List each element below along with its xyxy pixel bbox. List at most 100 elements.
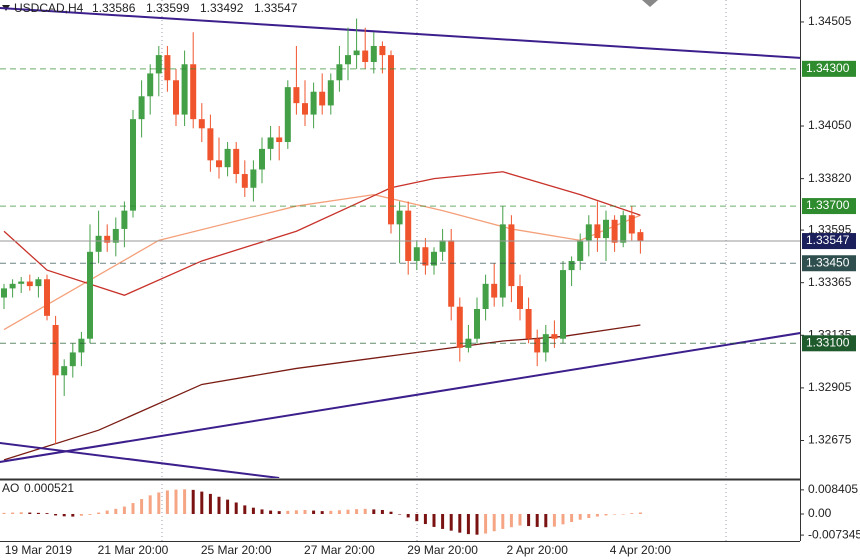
y-tick-label: 1.32675: [808, 433, 852, 447]
indicator-line: [0, 7, 800, 59]
x-tick-label: 21 Mar 20:00: [98, 543, 169, 557]
indicator-line: [0, 442, 280, 478]
candle-body: [267, 137, 274, 149]
ao-bar: [105, 510, 109, 515]
ao-bar: [372, 509, 376, 515]
ao-bar: [251, 507, 255, 515]
symbol-title: USDCAD,H4: [14, 1, 84, 15]
ao-bar: [286, 510, 290, 515]
candle-body: [585, 224, 592, 241]
ao-bar: [88, 514, 92, 515]
ao-bar: [561, 514, 565, 525]
candle-body: [525, 308, 532, 339]
candle-body: [345, 55, 351, 65]
candle-body: [439, 240, 446, 252]
x-tick-label: 4 Apr 20:00: [610, 543, 672, 557]
x-tick-label: 2 Apr 20:00: [507, 543, 569, 557]
candle-body: [474, 308, 480, 339]
candle-body: [302, 103, 308, 115]
plot-area: [0, 7, 800, 478]
ao-bar: [621, 514, 625, 515]
ao-bar: [11, 512, 15, 515]
ao-bar: [535, 514, 539, 527]
ao-bar: [518, 514, 522, 526]
candle-body: [637, 232, 644, 242]
ao-bar: [441, 514, 445, 529]
candle-body: [568, 260, 575, 271]
ao-bar: [389, 511, 393, 515]
ao-bar: [587, 514, 591, 519]
ao-bar: [79, 514, 83, 516]
ao-bar: [140, 499, 144, 515]
ao-bar: [28, 512, 32, 515]
ao-bar: [380, 509, 384, 515]
ao-bar: [552, 514, 556, 527]
ao-tick-label: 0.008405: [808, 482, 858, 496]
current-price-label: 1.33547: [806, 233, 850, 247]
candle-body: [173, 80, 179, 115]
ao-bar: [363, 508, 367, 515]
candle-body: [405, 210, 412, 261]
candle-body: [594, 224, 601, 239]
ao-bar: [277, 511, 281, 515]
candle-body: [121, 210, 128, 229]
y-tick-label: 1.33595: [808, 222, 852, 236]
ao-bar: [406, 514, 410, 518]
candle-body: [603, 219, 609, 239]
ao-bar: [355, 509, 359, 515]
level-label: 1.33450: [806, 255, 850, 269]
ao-bar: [484, 514, 488, 534]
candle-body: [327, 80, 334, 106]
x-tick-label: 27 Mar 20:00: [304, 543, 375, 557]
level-label: 1.33100: [806, 335, 850, 349]
candle-body: [551, 334, 558, 339]
ao-bar: [71, 514, 75, 517]
ao-bar: [2, 512, 6, 515]
candle-body: [69, 352, 76, 367]
low-value: 1.33492: [200, 1, 244, 15]
open-value: 1.33586: [92, 1, 136, 15]
ao-bar: [183, 489, 187, 515]
ao-bar: [200, 491, 204, 515]
candle-body: [130, 119, 136, 211]
ao-bar: [243, 505, 247, 515]
y-tick-label: 1.34050: [808, 118, 852, 132]
candle-body: [181, 64, 188, 115]
candle-body: [250, 169, 257, 188]
ao-bar: [114, 508, 118, 515]
ao-bar: [398, 514, 402, 515]
y-tick-label: 1.34505: [808, 14, 852, 28]
candle-body: [147, 73, 154, 97]
high-value: 1.33599: [146, 1, 190, 15]
candle-body: [224, 148, 231, 168]
candle-body: [628, 215, 635, 234]
ao-bar: [191, 489, 195, 515]
candle-body: [508, 224, 515, 287]
ao-bar: [475, 514, 479, 535]
candle-body: [198, 119, 205, 129]
shift-marker: [642, 0, 658, 7]
candle-body: [534, 338, 541, 353]
candle-body: [259, 148, 265, 170]
ao-bar: [337, 510, 341, 515]
candle-body: [560, 270, 566, 339]
candle-body: [44, 279, 50, 316]
ao-bar: [97, 512, 101, 515]
ao-bar: [174, 489, 178, 515]
current-price-box: [802, 233, 856, 250]
candle-body: [353, 50, 360, 56]
ao-bar: [131, 503, 135, 515]
candle-body: [95, 235, 102, 252]
ao-value: 0.000521: [24, 481, 74, 495]
ao-bar: [527, 514, 531, 527]
candle-body: [396, 210, 403, 225]
candle-body: [164, 55, 171, 81]
ao-bar: [234, 502, 238, 515]
ao-bar: [226, 499, 230, 515]
candle-body: [112, 228, 119, 243]
y-tick-label: 1.32905: [808, 380, 852, 394]
x-tick-label: 29 Mar 20:00: [407, 543, 478, 557]
level-label: 1.34300: [806, 61, 850, 75]
